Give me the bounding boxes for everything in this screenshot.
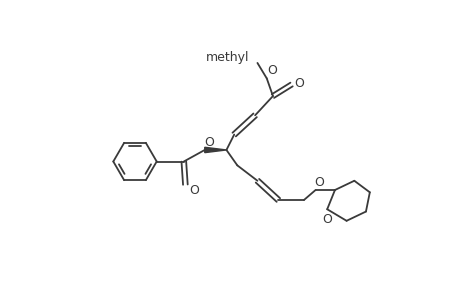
Polygon shape (204, 147, 226, 153)
Text: O: O (314, 176, 324, 189)
Text: O: O (189, 184, 198, 196)
Text: O: O (204, 136, 214, 149)
Text: O: O (267, 64, 276, 77)
Text: O: O (294, 77, 303, 90)
Text: O: O (322, 213, 331, 226)
Text: methyl: methyl (206, 51, 249, 64)
